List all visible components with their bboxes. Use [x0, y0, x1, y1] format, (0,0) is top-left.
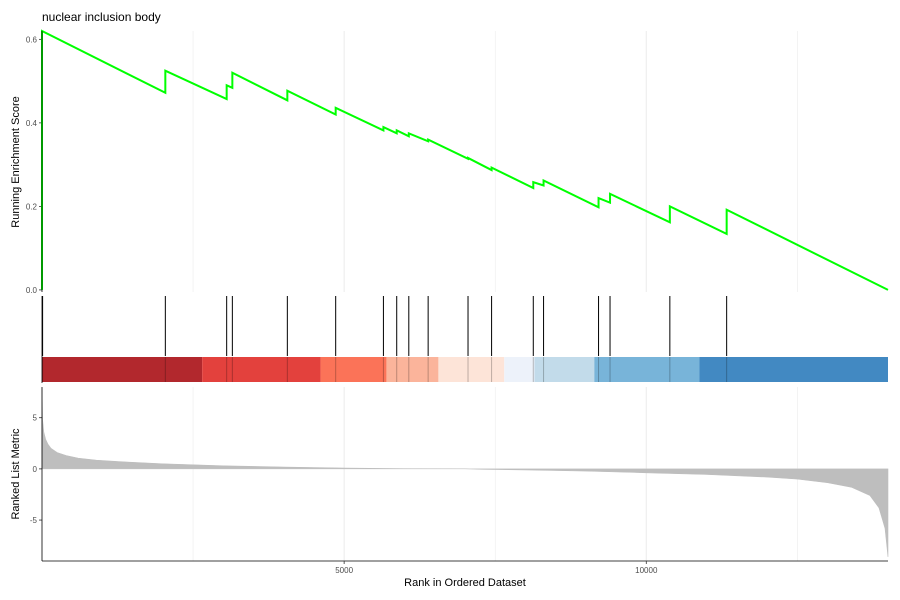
x-axis-label: Rank in Ordered Dataset — [404, 577, 526, 589]
chart-title: nuclear inclusion body — [42, 10, 161, 24]
grid-layer — [192, 31, 798, 561]
hits-panel — [41, 296, 888, 383]
metric-y-tick-label: 0 — [33, 465, 38, 474]
running-enrichment-line — [41, 29, 889, 291]
color-strip-segment — [386, 357, 439, 382]
metric-y-tick-label: -5 — [30, 516, 38, 525]
color-strip-segment — [504, 357, 535, 382]
x-tick-label: 10000 — [635, 566, 658, 575]
es-y-tick-label: 0.6 — [26, 35, 38, 44]
color-strip-segment — [594, 357, 700, 382]
metric-y-tick-label: 5 — [33, 414, 38, 423]
metric-panel: -5 0 5 Ranked List Metric 5000 10000 Rank i… — [10, 387, 889, 589]
color-strip-segment — [438, 357, 505, 382]
color-strip-segment — [320, 357, 387, 382]
es-y-tick-label: 0.2 — [26, 202, 38, 211]
es-y-tick-label: 0.0 — [26, 286, 38, 295]
es-y-axis: 0.0 0.2 0.4 0.6 — [26, 35, 42, 295]
es-y-axis-label: Running Enrichment Score — [10, 96, 22, 227]
rank-color-strip — [42, 357, 888, 382]
color-strip-segment — [534, 357, 595, 382]
x-tick-label: 5000 — [335, 566, 353, 575]
enrichment-panel: 0.0 0.2 0.4 0.6 Running Enrichment Score — [10, 29, 889, 295]
ranked-metric-area — [41, 388, 889, 557]
es-y-tick-label: 0.4 — [26, 119, 38, 128]
color-strip-segment — [42, 357, 203, 382]
color-strip-segment — [202, 357, 321, 382]
metric-y-axis-label: Ranked List Metric — [10, 428, 22, 520]
gene-hit-marks — [42, 296, 728, 382]
metric-y-axis: -5 0 5 — [30, 414, 42, 525]
color-strip-segment — [699, 357, 888, 382]
x-axis: 5000 10000 — [335, 561, 658, 575]
